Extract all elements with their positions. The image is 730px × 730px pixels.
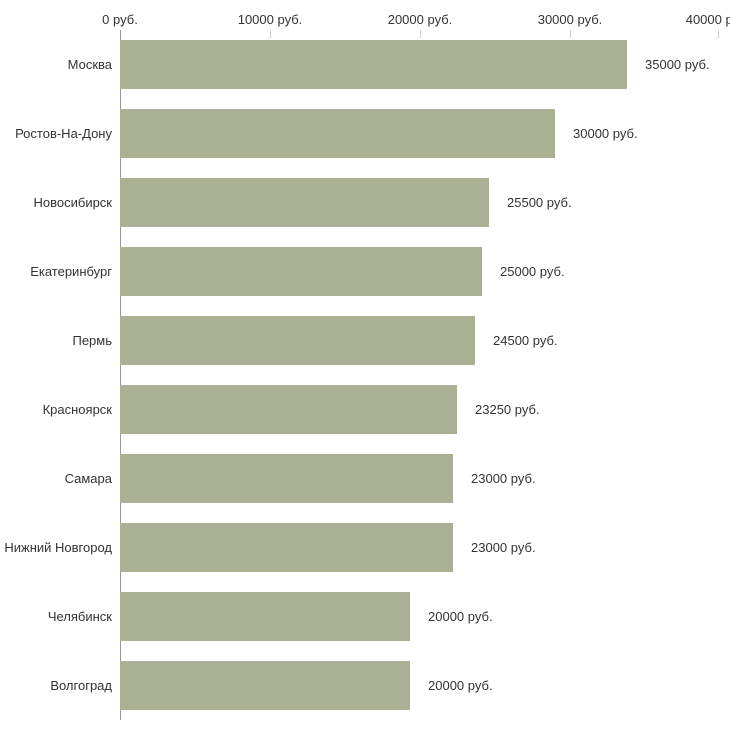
value-label-0: 35000 руб. [637,40,710,89]
category-label-5: Красноярск [0,375,120,444]
bar-ekaterinburg[interactable] [120,247,482,296]
bar-row-5: Красноярск 23250 руб. [0,375,730,444]
bar-row-4: Пермь 24500 руб. [0,306,730,375]
value-label-3: 25000 руб. [492,247,565,296]
bar-row-2: Новосибирск 25500 руб. [0,168,730,237]
category-label-1: Ростов-На-Дону [0,99,120,168]
bar-volgograd[interactable] [120,661,410,710]
category-label-4: Пермь [0,306,120,375]
value-label-6: 23000 руб. [463,454,536,503]
value-label-1: 30000 руб. [565,109,638,158]
value-label-4: 24500 руб. [485,316,558,365]
value-label-7: 23000 руб. [463,523,536,572]
bar-row-7: Нижний Новгород 23000 руб. [0,513,730,582]
axis-tick-labels: 0 руб. 10000 руб. 20000 руб. 30000 руб. … [0,12,730,32]
category-label-9: Волгоград [0,651,120,720]
bar-chelyabinsk[interactable] [120,592,410,641]
salary-bar-chart: 0 руб. 10000 руб. 20000 руб. 30000 руб. … [0,0,730,730]
bar-row-1: Ростов-На-Дону 30000 руб. [0,99,730,168]
axis-tick-1: 10000 руб. [238,12,303,27]
axis-tick-0: 0 руб. [102,12,138,27]
category-label-0: Москва [0,30,120,99]
category-label-3: Екатеринбург [0,237,120,306]
bar-row-0: Москва 35000 руб. [0,30,730,99]
value-label-5: 23250 руб. [467,385,540,434]
bar-nizhniy-novgorod[interactable] [120,523,453,572]
bar-row-3: Екатеринбург 25000 руб. [0,237,730,306]
plot-area: Москва 35000 руб. Ростов-На-Дону 30000 р… [0,30,730,720]
value-label-9: 20000 руб. [420,661,493,710]
bar-moskva[interactable] [120,40,627,89]
bar-novosibirsk[interactable] [120,178,489,227]
value-label-2: 25500 руб. [499,178,572,227]
category-label-6: Самара [0,444,120,513]
bar-row-6: Самара 23000 руб. [0,444,730,513]
bar-row-9: Волгоград 20000 руб. [0,651,730,720]
axis-tick-4: 40000 руб. [686,12,730,27]
bar-perm[interactable] [120,316,475,365]
category-label-2: Новосибирск [0,168,120,237]
category-label-8: Челябинск [0,582,120,651]
value-label-8: 20000 руб. [420,592,493,641]
category-label-7: Нижний Новгород [0,513,120,582]
axis-tick-3: 30000 руб. [538,12,603,27]
bar-rostov-na-donu[interactable] [120,109,555,158]
bar-samara[interactable] [120,454,453,503]
axis-tick-2: 20000 руб. [388,12,453,27]
bar-row-8: Челябинск 20000 руб. [0,582,730,651]
bar-krasnoyarsk[interactable] [120,385,457,434]
